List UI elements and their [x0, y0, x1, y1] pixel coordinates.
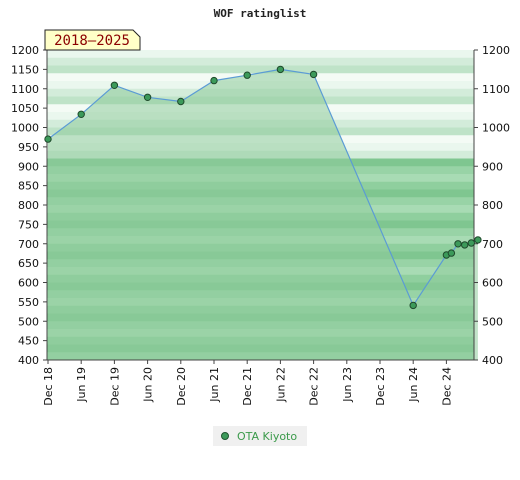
- y-tick-label-right: 1000: [482, 122, 510, 135]
- background-band: [47, 50, 474, 59]
- legend-marker: [221, 432, 229, 440]
- data-point: [454, 240, 462, 248]
- y-tick-label: 700: [18, 238, 39, 251]
- x-tick-label: Jun 24: [407, 367, 420, 403]
- x-tick-label: Jun 21: [208, 367, 221, 403]
- y-tick-label: 600: [18, 277, 39, 290]
- x-tick-label: Jun 20: [142, 367, 155, 403]
- y-tick-label-right: 1200: [482, 44, 510, 57]
- y-tick-label: 1000: [11, 122, 39, 135]
- y-tick-label: 750: [18, 218, 39, 231]
- chart-title: WOF ratinglist: [214, 7, 307, 20]
- data-point: [44, 135, 52, 143]
- data-point: [447, 249, 456, 257]
- y-tick-label: 850: [18, 180, 39, 193]
- x-tick-label: Dec 24: [440, 367, 453, 406]
- data-point: [110, 81, 119, 90]
- data-point: [461, 241, 469, 249]
- x-axis: Dec 18 Jun 19 Dec 19 Jun 20 Dec 20 Jun 21 Dec …: [42, 360, 453, 406]
- x-tick-label: Jun 23: [341, 367, 354, 403]
- y-tick-label-right: 800: [482, 199, 503, 212]
- y-tick-label: 500: [18, 315, 39, 328]
- y-tick-label-right: 500: [482, 315, 503, 328]
- data-point: [467, 239, 475, 247]
- x-tick-label: Dec 21: [241, 367, 254, 406]
- y-tick-label: 800: [18, 199, 39, 212]
- data-point: [210, 76, 218, 85]
- x-tick-label: Dec 19: [108, 367, 121, 406]
- data-point: [409, 301, 417, 310]
- y-tick-label: 900: [18, 160, 39, 173]
- y-tick-label: 1100: [11, 83, 39, 96]
- y-tick-label-right: 700: [482, 238, 503, 251]
- data-point: [474, 236, 482, 244]
- x-tick-label: Jun 19: [75, 367, 88, 403]
- y-tick-label: 950: [18, 141, 39, 154]
- y-tick-label-right: 900: [482, 160, 503, 173]
- x-tick-label: Dec 20: [175, 367, 188, 406]
- y-tick-label: 1050: [11, 102, 39, 115]
- x-tick-label: Dec 18: [42, 367, 55, 406]
- data-point: [243, 71, 251, 79]
- legend-label: OTA Kiyoto: [237, 430, 297, 443]
- y-axis-left: 400 450 500 550 600 650 700 750 800 850 900 950 1000…: [11, 44, 47, 367]
- x-tick-label: Jun 22: [274, 367, 287, 403]
- background-band: [47, 65, 474, 74]
- x-tick-label: Dec 22: [308, 367, 321, 406]
- y-tick-label: 650: [18, 257, 39, 270]
- y-tick-label: 550: [18, 296, 39, 309]
- y-tick-label-right: 400: [482, 354, 503, 367]
- background-band: [47, 57, 474, 66]
- y-tick-label: 400: [18, 354, 39, 367]
- data-point: [77, 110, 85, 119]
- y-tick-label-right: 600: [482, 277, 503, 290]
- y-axis-right: 400 500 600 700 800 900 1000 1100 1200: [474, 44, 510, 367]
- series-area: [48, 69, 478, 361]
- period-badge: 2018–2025: [44, 29, 141, 51]
- period-badge-text: 2018–2025: [54, 33, 130, 49]
- y-tick-label-right: 1100: [482, 83, 510, 96]
- data-point: [276, 65, 285, 74]
- y-tick-label: 450: [18, 335, 39, 348]
- data-points: [44, 65, 482, 310]
- y-tick-label: 1200: [11, 44, 39, 57]
- data-point: [177, 97, 185, 106]
- x-tick-label: Dec 23: [374, 367, 387, 406]
- data-point: [143, 93, 152, 102]
- data-point: [309, 70, 318, 79]
- legend: OTA Kiyoto: [213, 426, 307, 446]
- y-tick-label: 1150: [11, 63, 39, 76]
